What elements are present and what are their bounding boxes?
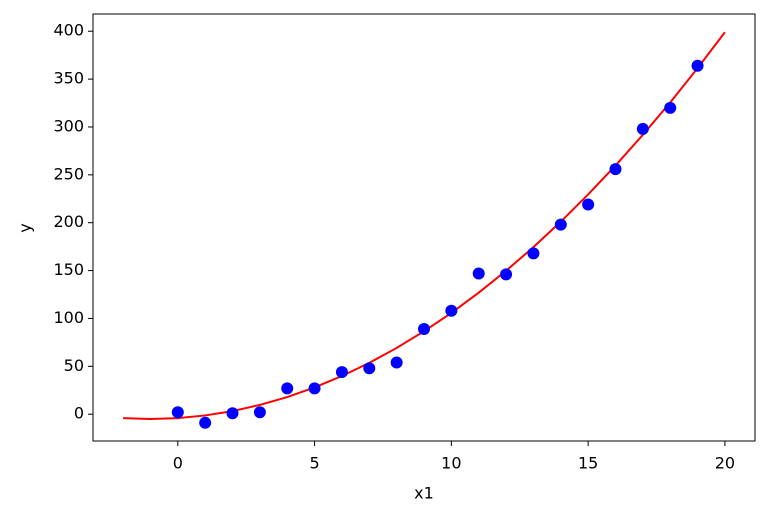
point <box>308 382 321 395</box>
point <box>226 407 239 420</box>
point <box>527 247 540 260</box>
point <box>664 101 677 114</box>
y-tick-label: 200 <box>53 212 84 231</box>
point <box>418 322 430 335</box>
point <box>281 382 294 395</box>
x-tick-label: 15 <box>578 454 598 473</box>
x-tick-label: 0 <box>173 454 183 473</box>
point <box>582 198 595 211</box>
point <box>390 356 403 369</box>
fit-line <box>123 31 726 420</box>
point <box>554 218 567 231</box>
point <box>199 416 212 429</box>
y-tick-label: 250 <box>53 164 84 183</box>
point <box>363 362 376 375</box>
point <box>609 163 622 176</box>
y-tick-label: 400 <box>53 21 84 40</box>
y-tick-label: 300 <box>53 116 84 135</box>
point <box>500 268 513 281</box>
y-tick-label: 100 <box>53 308 84 327</box>
x-tick-label: 5 <box>309 454 319 473</box>
point <box>171 406 184 419</box>
y-tick-label: 0 <box>74 404 84 423</box>
point <box>636 122 649 135</box>
point <box>472 267 485 280</box>
y-tick-label: 150 <box>53 260 84 279</box>
x-tick-label: 10 <box>441 454 461 473</box>
x-tick-label: 20 <box>715 454 735 473</box>
point <box>445 304 458 317</box>
x-axis-label: x1 <box>414 484 434 503</box>
point <box>253 406 266 419</box>
y-axis-label: y <box>16 223 35 232</box>
plot-frame <box>92 13 756 442</box>
y-tick-label: 350 <box>53 69 84 88</box>
point <box>335 366 348 379</box>
point <box>691 59 704 72</box>
y-tick-label: 50 <box>64 356 84 375</box>
